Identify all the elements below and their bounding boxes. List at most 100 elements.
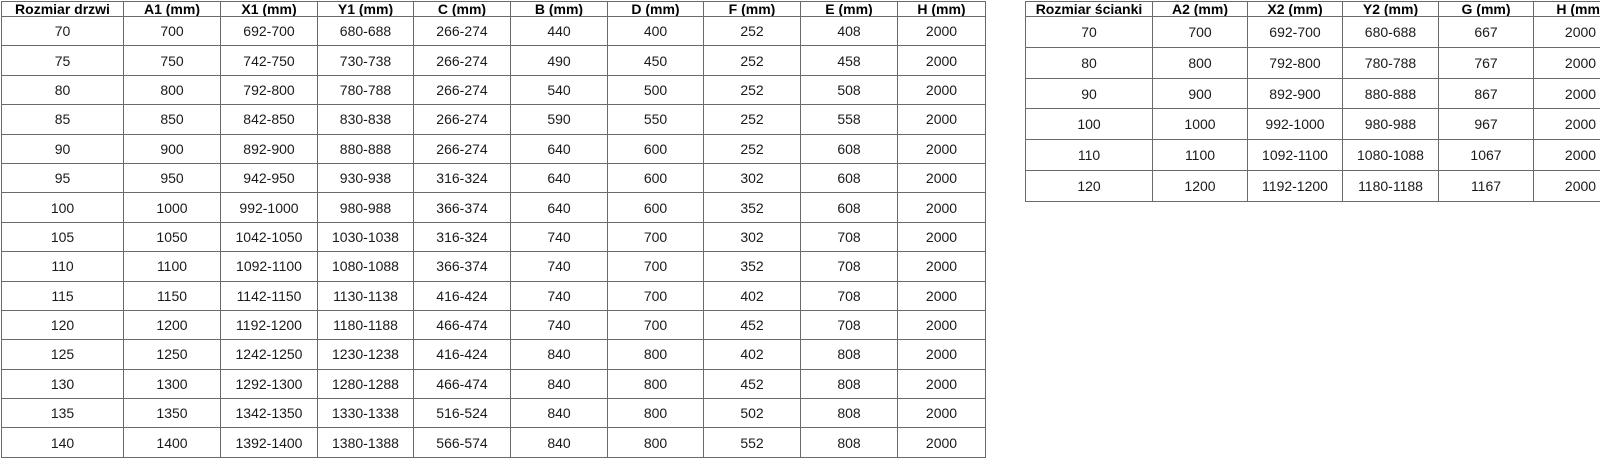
table-cell: 840 [510,398,608,429]
table-row: 100 1000 992-1000 980-988 366-374 640 600 352 60… [1,192,986,223]
table-cell: 1180-1188 [317,309,414,341]
table-cell: 2000 [1533,46,1600,79]
table-cell: 900 [123,133,221,164]
table-cell: 980-988 [317,192,414,223]
table-cell: 590 [510,104,608,135]
table-cell: 1080-1088 [1342,139,1439,172]
column-header: Rozmiar drzwi [1,1,124,17]
table-cell: 408 [800,15,898,47]
table-row: 105 1050 1042-1050 1030-1038 316-324 740 700 30… [1,221,986,253]
table-cell: 516-524 [413,398,511,429]
table-cell: 700 [607,221,704,253]
table-cell: 992-1000 [1247,108,1343,141]
table-cell: 1200 [1152,170,1248,202]
table-cell: 692-700 [220,15,318,47]
table-cell: 110 [1025,139,1153,172]
column-header: H (mm) [1533,1,1600,17]
table-cell: 2000 [1533,108,1600,141]
table-cell: 540 [510,74,608,106]
table-cell: 600 [607,133,704,164]
table-cell: 70 [1025,16,1153,48]
table-cell: 140 [1,427,124,458]
table-cell: 316-324 [413,221,511,253]
table-cell: 352 [703,192,801,223]
table-cell: 900 [1152,77,1248,110]
table-cell: 800 [1152,46,1248,79]
table-cell: 302 [703,221,801,253]
table-cell: 100 [1025,108,1153,141]
table-cell: 1280-1288 [317,368,414,400]
table-cell: 550 [607,104,704,135]
table-cell: 566-574 [413,427,511,458]
table-cell: 2000 [897,427,986,458]
table-cell: 730-738 [317,45,414,76]
table-cell: 992-1000 [220,192,318,223]
table-cell: 266-274 [413,45,511,76]
table-cell: 80 [1025,46,1153,79]
table-cell: 1342-1350 [220,398,318,429]
table-cell: 70 [1,15,124,47]
table-cell: 1330-1338 [317,398,414,429]
table-cell: 135 [1,398,124,429]
table-cell: 608 [800,162,898,194]
table-cell: 830-838 [317,104,414,135]
table-cell: 608 [800,192,898,223]
table-cell: 252 [703,15,801,47]
table-cell: 740 [510,251,608,282]
table-cell: 700 [607,251,704,282]
table-cell: 266-274 [413,74,511,106]
table-cell: 767 [1438,46,1534,79]
table-cell: 2000 [897,15,986,47]
table-cell: 500 [607,74,704,106]
table-cell: 667 [1438,16,1534,48]
table-cell: 316-324 [413,162,511,194]
table-cell: 75 [1,45,124,76]
table-cell: 1392-1400 [220,427,318,458]
table-cell: 452 [703,368,801,400]
table-cell: 708 [800,280,898,311]
table-cell: 2000 [897,192,986,223]
table-cell: 508 [800,74,898,106]
table-cell: 880-888 [317,133,414,164]
table-row: 130 1300 1292-1300 1280-1288 466-474 840 800 45… [1,368,986,400]
column-header: A1 (mm) [123,1,221,17]
table-cell: 2000 [1533,77,1600,110]
table-cell: 302 [703,162,801,194]
table-cell: 892-900 [220,133,318,164]
table-cell: 252 [703,74,801,106]
table-cell: 120 [1025,170,1153,202]
table-cell: 840 [510,339,608,370]
table-cell: 740 [510,280,608,311]
table-cell: 400 [607,15,704,47]
header-row: Rozmiar drzwi A1 (mm) X1 (mm) Y1 (mm) C (mm)… [1,1,986,17]
table-cell: 490 [510,45,608,76]
table-cell: 1050 [123,221,221,253]
table-cell: 708 [800,309,898,341]
table-cell: 352 [703,251,801,282]
table-cell: 85 [1,104,124,135]
table-cell: 708 [800,221,898,253]
table-cell: 466-474 [413,368,511,400]
table-cell: 750 [123,45,221,76]
table-cell: 1180-1188 [1342,170,1439,202]
table-cell: 700 [1152,16,1248,48]
table-cell: 700 [123,15,221,47]
table-cell: 1167 [1438,170,1534,202]
table-cell: 1067 [1438,139,1534,172]
table-cell: 95 [1,162,124,194]
table-cell: 2000 [1533,139,1600,172]
table-cell: 452 [703,309,801,341]
table-cell: 115 [1,280,124,311]
table-cell: 1380-1388 [317,427,414,458]
table-cell: 2000 [897,339,986,370]
table-cell: 800 [607,339,704,370]
table-row: 115 1150 1142-1150 1130-1138 416-424 740 700 40… [1,280,986,311]
table-cell: 416-424 [413,339,511,370]
table-cell: 2000 [897,309,986,341]
table-cell: 2000 [897,133,986,164]
table-cell: 692-700 [1247,16,1343,48]
table-cell: 252 [703,104,801,135]
column-header: Y2 (mm) [1342,1,1439,17]
table-cell: 980-988 [1342,108,1439,141]
